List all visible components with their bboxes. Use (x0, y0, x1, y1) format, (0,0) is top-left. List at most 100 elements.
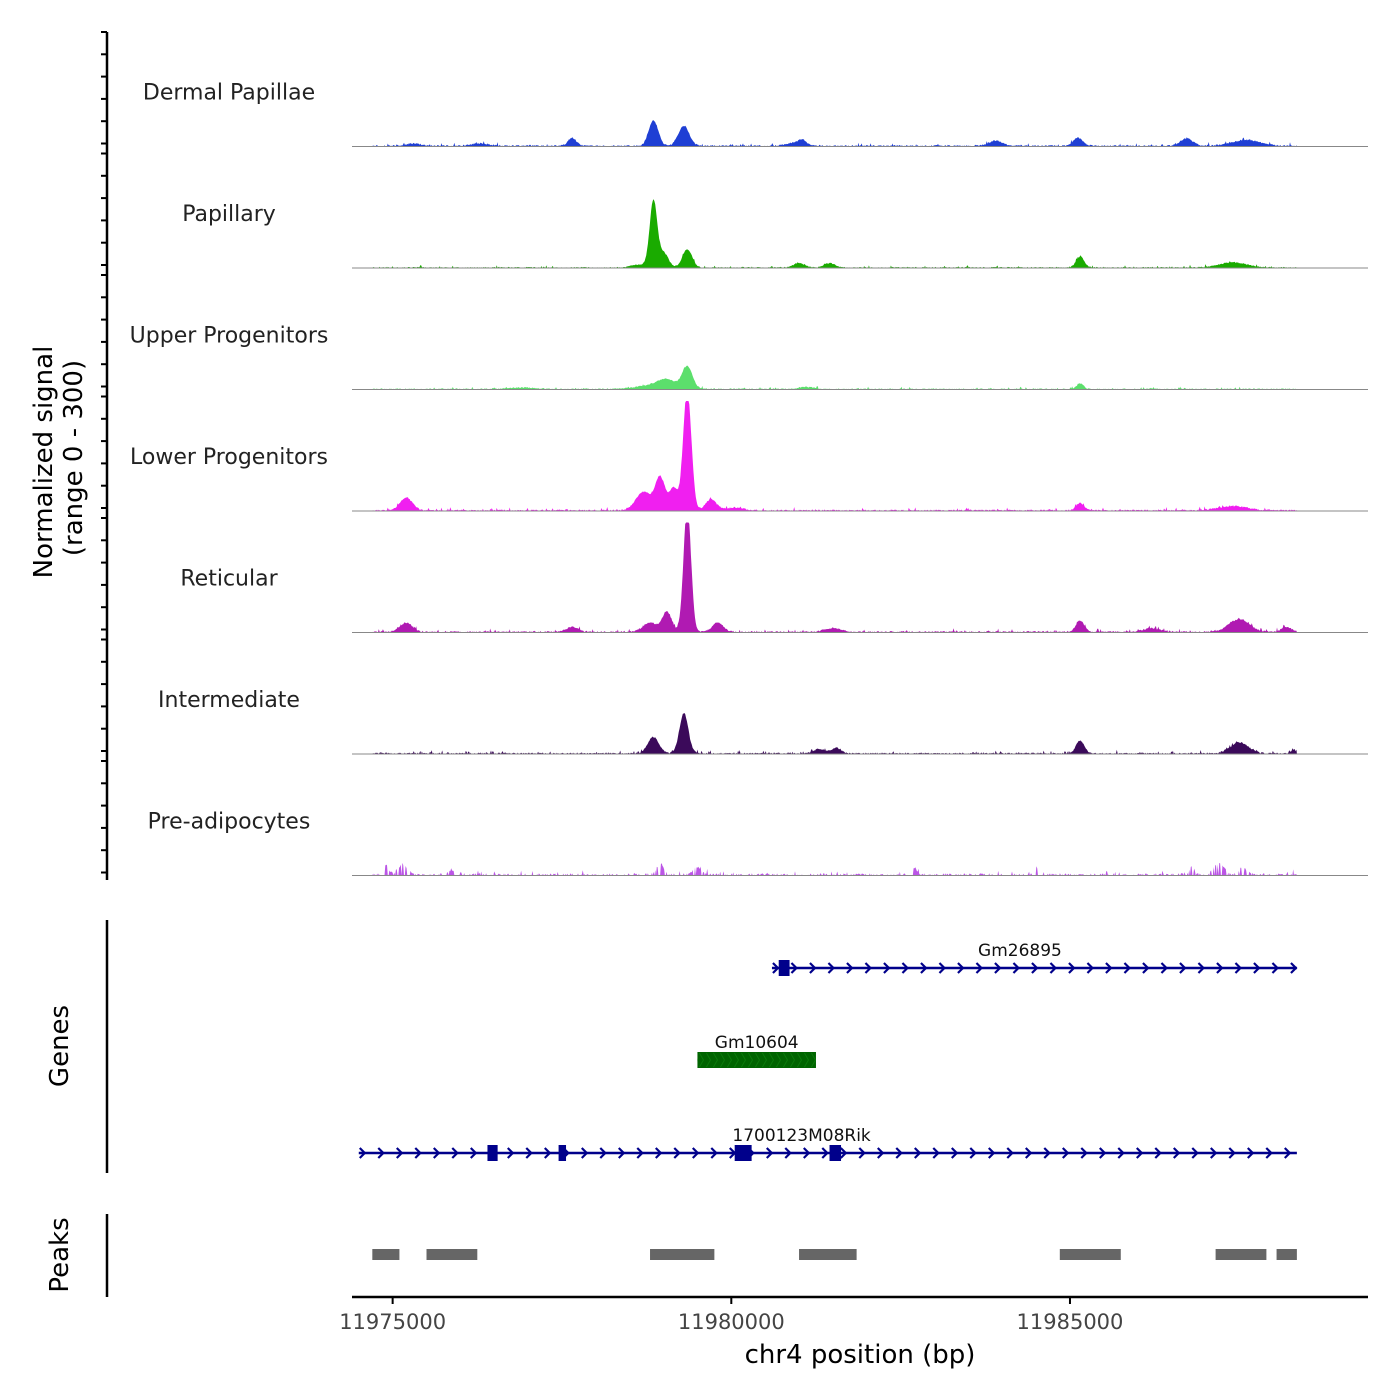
gene-exon (697, 1052, 816, 1068)
strand-arrow (691, 1147, 700, 1159)
strand-arrow (1142, 962, 1150, 974)
strand-arrow (769, 1052, 775, 1068)
strand-arrow (1234, 962, 1243, 974)
strand-arrow (617, 1147, 626, 1159)
strand-arrow (377, 1147, 385, 1159)
track-label: Pre-adipocytes (148, 810, 311, 835)
strand-arrow (469, 1147, 478, 1159)
x-axis: 11975000 11980000 11985000 (339, 1295, 1368, 1334)
track-label: Lower Progenitors (130, 445, 328, 470)
strand-arrow (748, 1052, 754, 1068)
peaks-label: Peaks (45, 1217, 75, 1292)
track-label: Dermal Papillae (143, 81, 315, 106)
strand-arrow (525, 1147, 533, 1159)
strand-arrow (790, 962, 799, 974)
signal-y-axis (101, 31, 109, 880)
strand-arrow (784, 1147, 792, 1159)
gene-label: Gm10604 (715, 1033, 799, 1053)
peak-region (426, 1249, 478, 1260)
strand-arrow (1283, 1147, 1292, 1159)
coverage-tracks: Dermal Papillae Papillary Upper Progenitor… (130, 81, 1368, 876)
signal-area (372, 862, 1297, 876)
track-papillary: Papillary (182, 199, 1368, 269)
strand-arrow (1105, 962, 1113, 974)
strand-arrow (883, 962, 891, 974)
genes-label: Genes (45, 1005, 75, 1087)
strand-arrow (1117, 1147, 1125, 1159)
track-label: Upper Progenitors (130, 324, 329, 349)
strand-arrow (1086, 962, 1095, 974)
gene-1700123m08rik: 1700123M08Rik (358, 1126, 1297, 1161)
peak-region (1276, 1249, 1297, 1260)
y-axis-label-line1: Normalized signal (29, 346, 59, 579)
strand-arrow (1160, 962, 1169, 974)
signal-area (372, 713, 1297, 754)
strand-arrow (1024, 1147, 1033, 1159)
strand-arrow (506, 1147, 515, 1159)
gene-label: Gm26895 (978, 941, 1062, 961)
strand-arrow (797, 1052, 803, 1068)
strand-arrow (1265, 1147, 1273, 1159)
peaks-panel (372, 1249, 1297, 1260)
gene-exon (778, 960, 790, 976)
gene-exon (487, 1145, 498, 1161)
strand-arrow (858, 1147, 866, 1159)
strand-arrow (543, 1147, 552, 1159)
strand-arrow (599, 1147, 607, 1159)
strand-arrow (846, 962, 854, 974)
strand-arrow (358, 1147, 367, 1159)
strand-arrow (938, 962, 947, 974)
strand-arrow (809, 962, 817, 974)
strand-arrow (1209, 1147, 1218, 1159)
peak-region (650, 1249, 715, 1260)
signal-area (372, 365, 1297, 390)
strand-arrow (1061, 1147, 1070, 1159)
strand-arrow (1172, 1147, 1181, 1159)
strand-arrow (783, 1052, 789, 1068)
gene-gm26895: Gm26895 (771, 941, 1298, 976)
strand-arrow (804, 1052, 810, 1068)
strand-arrow (451, 1147, 459, 1159)
strand-arrow (969, 1147, 977, 1159)
gene-label: 1700123M08Rik (732, 1126, 871, 1146)
strand-arrow (720, 1052, 726, 1068)
strand-arrow (901, 962, 910, 974)
gene-exon (734, 1145, 752, 1161)
x-tick-label: 11980000 (678, 1310, 785, 1334)
strand-arrow (1043, 1147, 1051, 1159)
strand-arrow (1031, 962, 1039, 974)
signal-area (372, 401, 1297, 511)
strand-arrow (876, 1147, 885, 1159)
strand-arrow (1179, 962, 1187, 974)
strand-arrow (1098, 1147, 1107, 1159)
strand-arrow (987, 1147, 996, 1159)
track-label: Reticular (180, 567, 278, 592)
strand-arrow (1290, 962, 1298, 974)
strand-arrow (741, 1052, 747, 1068)
peak-region (1059, 1249, 1121, 1260)
strand-arrow (706, 1052, 712, 1068)
strand-arrow (827, 962, 836, 974)
gene-exon (558, 1145, 567, 1161)
peak-region (372, 1249, 400, 1260)
x-tick-label: 11975000 (339, 1310, 446, 1334)
strand-arrow (395, 1147, 404, 1159)
strand-arrow (790, 1052, 796, 1068)
strand-arrow (811, 1052, 817, 1068)
strand-arrow (821, 1147, 829, 1159)
signal-area (372, 120, 1297, 147)
strand-arrow (1197, 962, 1206, 974)
strand-arrow (673, 1147, 681, 1159)
track-label: Intermediate (158, 688, 300, 713)
strand-arrow (975, 962, 984, 974)
track-label: Papillary (182, 202, 276, 227)
strand-arrow (762, 1052, 768, 1068)
y-axis-label-line2: (range 0 - 300) (59, 360, 89, 556)
strand-arrow (1123, 962, 1132, 974)
strand-arrow (765, 1147, 774, 1159)
strand-arrow (950, 1147, 959, 1159)
signal-area (372, 199, 1297, 268)
strand-arrow (1253, 962, 1261, 974)
gene-exon (829, 1145, 842, 1161)
